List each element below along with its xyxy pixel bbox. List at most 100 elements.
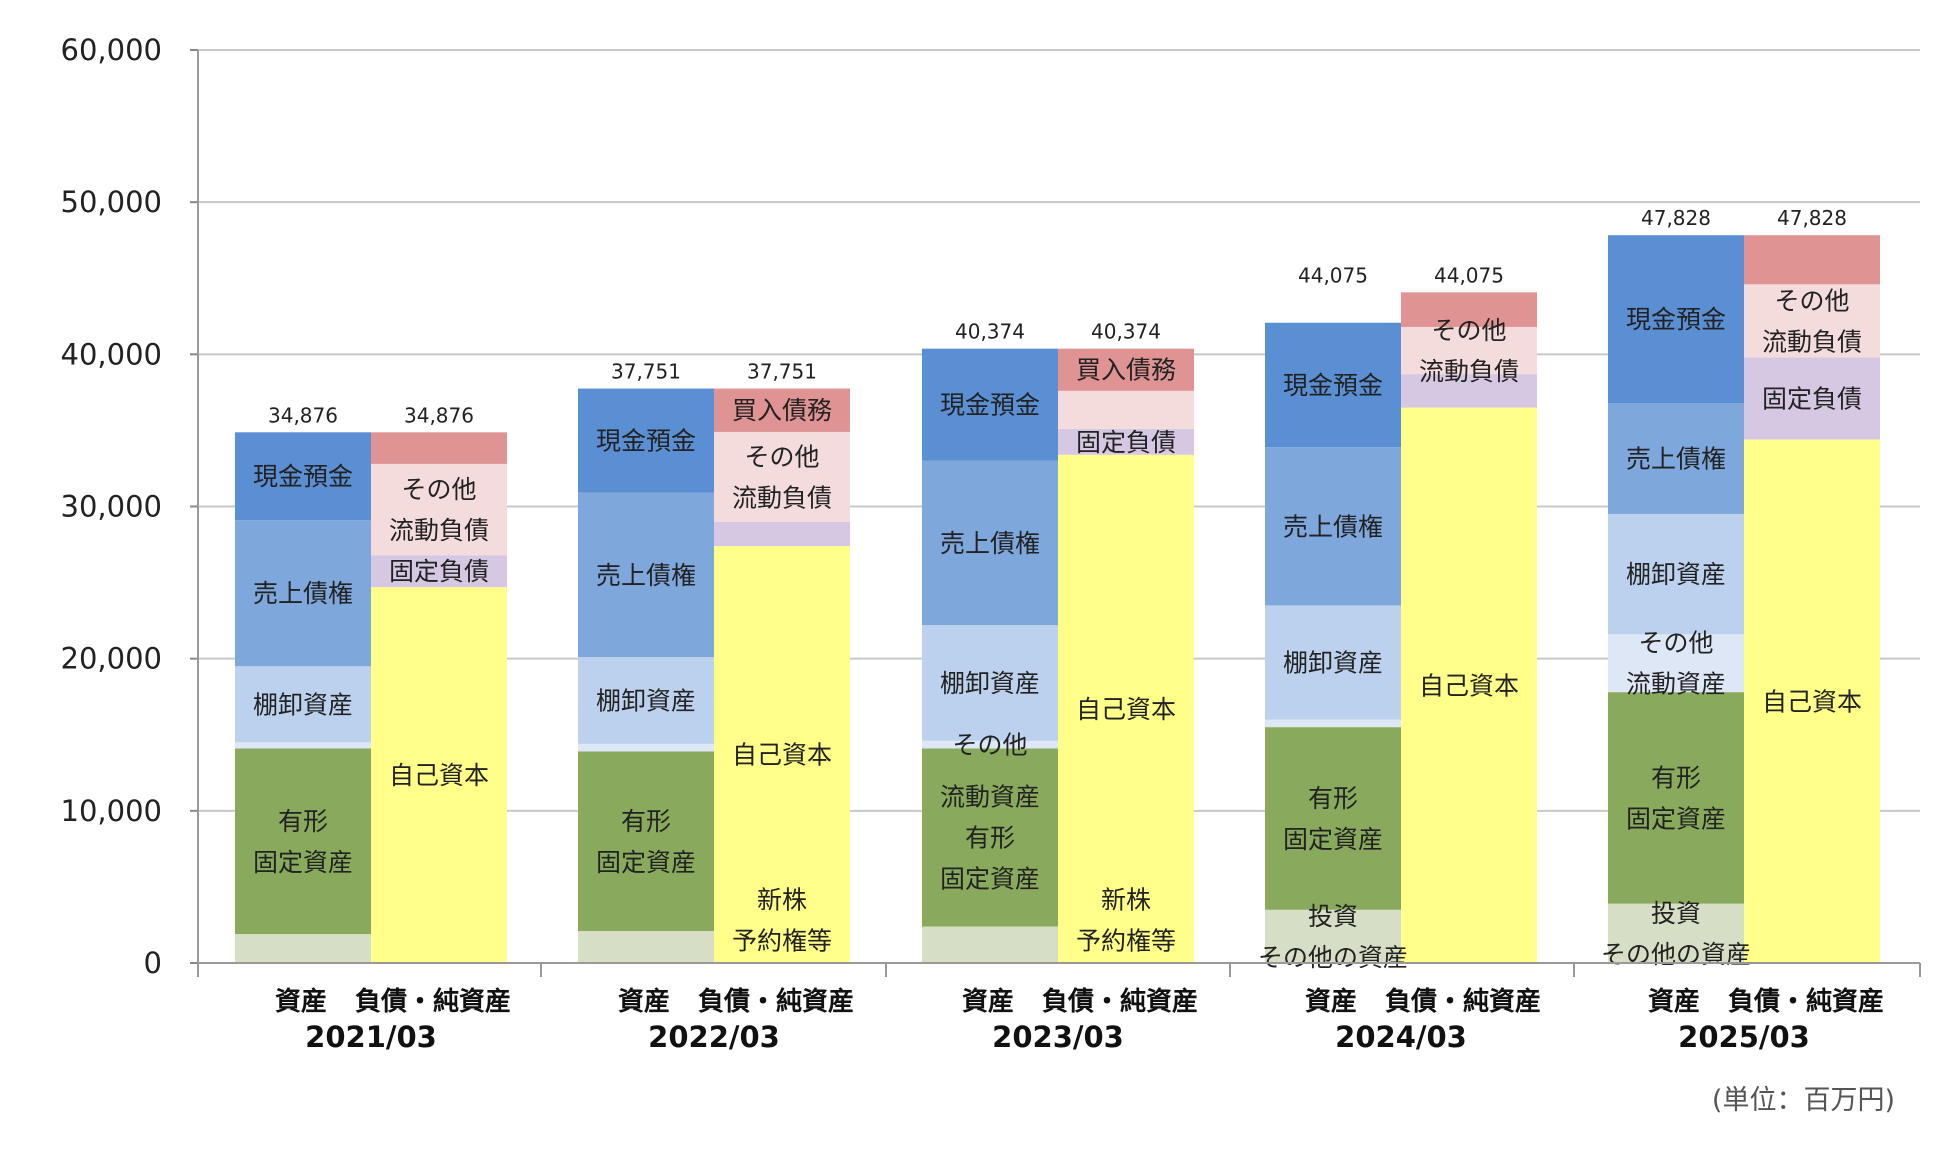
period-group	[1608, 235, 1880, 964]
bar-segment	[1744, 357, 1880, 440]
segment-label: 自己資本	[1076, 695, 1176, 724]
bar-segment	[1401, 326, 1537, 375]
bar-segment	[1401, 292, 1537, 327]
y-tick-label: 50,000	[61, 185, 162, 219]
segment-label: その他	[1774, 286, 1849, 315]
assets-column-label: 資産	[1305, 986, 1357, 1017]
segment-label: 棚卸資産	[596, 687, 696, 716]
segment-label: 現金預金	[1626, 305, 1726, 334]
segment-label: 有形	[1651, 763, 1701, 792]
unit-label: (単位：百万円)	[1712, 1085, 1895, 1116]
segment-label: 固定資産	[1283, 825, 1383, 854]
segment-label: 棚卸資産	[940, 669, 1040, 698]
assets-total-label: 37,751	[611, 360, 681, 384]
period-label: 2021/03	[305, 1020, 437, 1054]
assets-column-label: 資産	[618, 986, 670, 1017]
segment-label: 流動負債	[1419, 357, 1519, 386]
segment-label: 自己資本	[732, 741, 832, 770]
liabilities-column-label: 負債・純資産	[355, 986, 511, 1017]
segment-label: 買入債務	[1076, 356, 1176, 385]
segment-label: 有形	[278, 807, 328, 836]
bar-segment	[578, 931, 714, 963]
bar-segment	[1265, 605, 1401, 720]
bar-segment	[578, 751, 714, 932]
segment-label: 新株	[757, 886, 807, 915]
bar-segment	[922, 740, 1058, 749]
liabilities-total-label: 40,374	[1091, 320, 1161, 344]
segment-label: 自己資本	[1762, 687, 1862, 716]
period-label: 2024/03	[1335, 1020, 1467, 1054]
segment-label: その他の資産	[1258, 943, 1408, 972]
segment-label: その他	[952, 731, 1027, 760]
period-group	[578, 388, 850, 963]
bar-segment	[1608, 634, 1744, 693]
bar-segment	[371, 587, 507, 963]
segment-label: 流動負債	[389, 516, 489, 545]
period-label: 2025/03	[1678, 1020, 1810, 1054]
stacked-bars	[235, 235, 1880, 964]
segment-label: 自己資本	[1419, 671, 1519, 700]
bar-segment	[714, 521, 850, 547]
segment-label: その他	[1431, 316, 1506, 345]
segment-label: 有形	[621, 807, 671, 836]
bar-segment	[1058, 428, 1194, 455]
bar-segment	[922, 625, 1058, 741]
assets-total-label: 44,075	[1298, 263, 1368, 287]
bar-segment	[714, 546, 850, 963]
liabilities-total-label: 44,075	[1434, 263, 1504, 287]
assets-column-label: 資産	[275, 986, 327, 1017]
assets-total-label: 40,374	[955, 320, 1025, 344]
bar-segment	[1265, 727, 1401, 910]
segment-label: 固定負債	[1076, 428, 1176, 457]
liabilities-column-label: 負債・純資産	[698, 986, 854, 1017]
segment-label: 投資	[1308, 902, 1358, 931]
segment-label: その他	[1638, 629, 1713, 658]
bar-segment	[1744, 284, 1880, 358]
period-label: 2023/03	[992, 1020, 1124, 1054]
bar-segment	[235, 748, 371, 935]
y-tick-label: 60,000	[61, 33, 162, 67]
liabilities-column-label: 負債・純資産	[1728, 986, 1884, 1017]
segment-label: 売上債権	[596, 561, 696, 590]
segment-label: その他	[744, 442, 819, 471]
segment-label: 売上債権	[940, 529, 1040, 558]
bar-segment	[578, 743, 714, 752]
assets-column-label: 資産	[1648, 986, 1700, 1017]
bar-segment	[371, 432, 507, 464]
assets-total-label: 34,876	[268, 403, 338, 427]
segment-label: 売上債権	[253, 579, 353, 608]
segment-label: 流動資産	[940, 782, 1040, 811]
segment-label: 予約権等	[732, 927, 832, 956]
segment-label: 流動資産	[1626, 670, 1726, 699]
segment-label: 予約権等	[1076, 927, 1176, 956]
axes: 010,00020,00030,00040,00050,00060,000資産負…	[61, 33, 1921, 1054]
segment-label: 棚卸資産	[1626, 560, 1726, 589]
segment-label: 現金預金	[1283, 371, 1383, 400]
bar-segment	[578, 657, 714, 744]
segment-label: その他の資産	[1601, 940, 1751, 969]
bar-segment	[1058, 454, 1194, 963]
segment-label: 現金預金	[253, 462, 353, 491]
period-group	[922, 348, 1194, 963]
segment-label: 売上債権	[1283, 512, 1383, 541]
assets-total-label: 47,828	[1641, 206, 1711, 230]
segment-label: 固定資産	[596, 848, 696, 877]
segment-label: 流動負債	[1762, 327, 1862, 356]
bar-segment	[1608, 692, 1744, 904]
bar-segment	[235, 934, 371, 963]
bar-segment	[1744, 235, 1880, 285]
period-label: 2022/03	[648, 1020, 780, 1054]
bar-segment	[1744, 439, 1880, 964]
segment-label: 買入債務	[732, 396, 832, 425]
segment-label: 有形	[965, 823, 1015, 852]
bar-segment	[1401, 407, 1537, 963]
segment-label: 自己資本	[389, 761, 489, 790]
bar-segment	[1265, 447, 1401, 606]
bar-segment	[371, 555, 507, 588]
segment-label: 売上債権	[1626, 445, 1726, 474]
bar-segment	[922, 348, 1058, 461]
bar-segment	[922, 748, 1058, 927]
bar-segment	[578, 492, 714, 658]
segment-label: 固定負債	[389, 557, 489, 586]
